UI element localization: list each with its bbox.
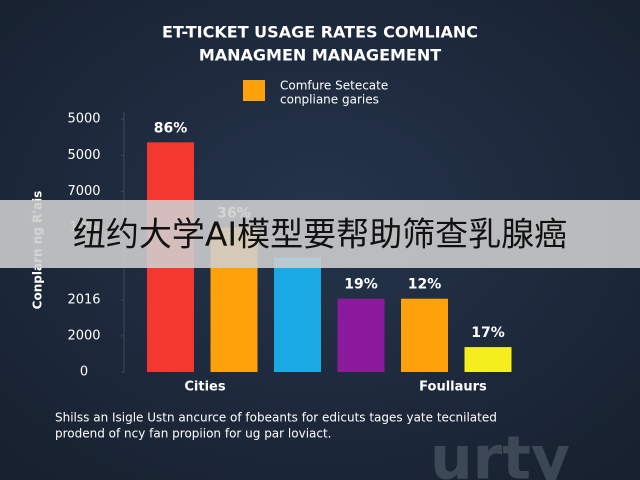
legend-label: Comfure Setecate <box>280 79 388 93</box>
legend-label: conpliane garies <box>280 93 379 107</box>
bar <box>401 298 448 372</box>
y-tick-label: 2016 <box>67 292 100 307</box>
y-tick-label: 2000 <box>67 328 100 343</box>
bar <box>274 257 321 372</box>
bar <box>464 347 512 372</box>
x-label: Foullaurs <box>419 380 487 395</box>
bar <box>337 298 385 372</box>
x-label: Cities <box>184 380 225 395</box>
bar-label: 12% <box>408 277 442 293</box>
y-tick-label: 5000 <box>67 112 100 127</box>
caption: prodend of ncy fan propiion for ug par l… <box>55 427 332 441</box>
chart-title: ET-TICKET USAGE RATES COMLIANC <box>162 23 478 42</box>
bar-label: 19% <box>344 277 378 293</box>
y-tick-label: 0 <box>80 365 88 380</box>
y-tick-label: 5000 <box>67 148 100 163</box>
watermark: urty <box>430 424 570 480</box>
overlay-text: 纽约大学AI模型要帮助筛查乳腺癌 <box>73 215 567 254</box>
caption: Shilss an Isigle Ustn ancurce of fobeant… <box>55 411 497 425</box>
overlay-banner <box>0 200 640 268</box>
chart-subtitle: MANAGMEN MANAGEMENT <box>199 46 441 65</box>
bar-label: 17% <box>471 325 505 341</box>
bar-label: 86% <box>154 120 188 136</box>
y-tick-label: 7000 <box>67 184 100 199</box>
legend-swatch <box>243 80 265 101</box>
